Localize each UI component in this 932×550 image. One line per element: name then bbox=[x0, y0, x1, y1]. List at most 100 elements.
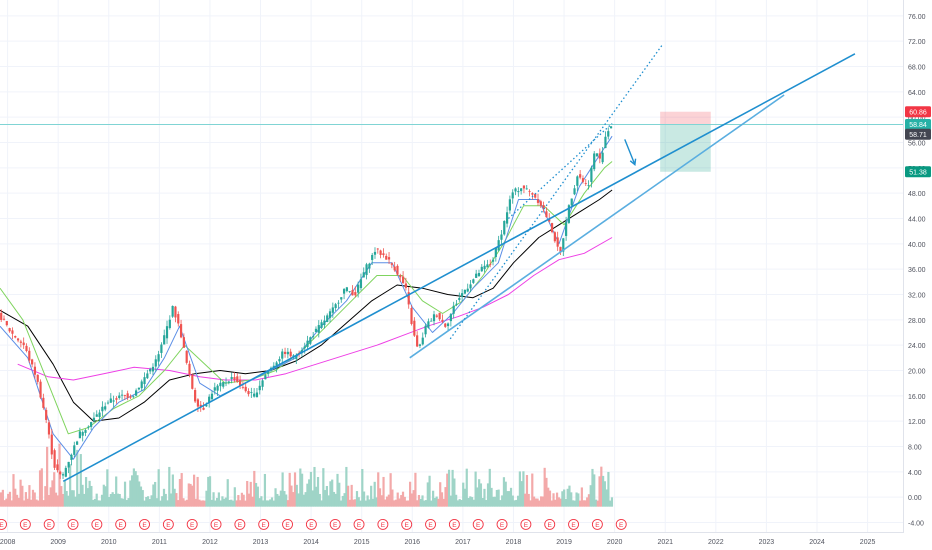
volume-bar bbox=[169, 493, 173, 507]
x-tick-label: 2019 bbox=[556, 539, 572, 546]
volume-bar bbox=[380, 495, 383, 507]
volume-bar bbox=[136, 475, 139, 507]
price-label-box bbox=[905, 128, 931, 140]
volume-bar bbox=[17, 497, 20, 507]
volume-bar bbox=[412, 490, 415, 507]
volume-bar bbox=[208, 476, 212, 507]
x-tick-label: 2020 bbox=[607, 539, 623, 546]
volume-bar bbox=[258, 498, 261, 507]
candle-body bbox=[379, 250, 382, 255]
candle-body bbox=[424, 325, 427, 335]
volume-bar bbox=[182, 498, 185, 507]
volume-bar bbox=[184, 500, 187, 507]
earnings-event-label: E bbox=[71, 522, 76, 529]
volume-bar bbox=[534, 498, 537, 507]
trendline bbox=[507, 123, 613, 219]
candle-body bbox=[216, 385, 219, 391]
volume-bar bbox=[35, 499, 38, 507]
time-axis[interactable]: 2008 2009 2010 2011 2012 2013 2014 2015 2016 2017… bbox=[0, 539, 875, 546]
candle-body bbox=[438, 312, 441, 320]
volume-bar bbox=[456, 500, 460, 507]
volume-bar bbox=[525, 474, 529, 507]
y-tick-label: 12.00 bbox=[908, 419, 926, 426]
volume-bar bbox=[320, 500, 323, 507]
volume-bar bbox=[109, 494, 112, 507]
volume-bar bbox=[440, 492, 444, 507]
volume-bar bbox=[417, 494, 421, 507]
candle-body bbox=[517, 191, 520, 193]
earnings-event-marker bbox=[67, 518, 79, 530]
volume-bar bbox=[366, 495, 369, 507]
candle-body bbox=[528, 191, 531, 192]
candle-body bbox=[104, 406, 107, 410]
candle-body bbox=[559, 246, 562, 253]
volume-bar bbox=[350, 484, 353, 507]
candle-body bbox=[413, 320, 416, 336]
candle-body bbox=[28, 350, 31, 361]
earnings-event-label: E bbox=[0, 522, 4, 529]
candle-body bbox=[168, 319, 171, 329]
volume-bar bbox=[8, 491, 12, 507]
candle-body bbox=[385, 255, 388, 260]
volume-bar bbox=[609, 500, 612, 507]
volume-bar bbox=[157, 469, 160, 507]
x-tick-label: 2024 bbox=[809, 539, 825, 546]
position-box[interactable] bbox=[660, 111, 711, 172]
candle-body bbox=[505, 212, 509, 224]
volume-bar bbox=[139, 486, 143, 507]
candle-body bbox=[401, 276, 405, 284]
candle-body bbox=[126, 393, 129, 398]
annotation-arrow[interactable] bbox=[624, 139, 637, 167]
moving-average-line bbox=[0, 161, 613, 435]
volume-bar bbox=[324, 490, 327, 507]
volume-bar bbox=[490, 487, 493, 507]
y-tick-label: 32.00 bbox=[908, 293, 926, 300]
volume-bar bbox=[247, 493, 251, 507]
volume-bar bbox=[46, 446, 49, 507]
candle-body bbox=[11, 330, 14, 334]
candle-body bbox=[365, 264, 368, 276]
volume-bar bbox=[414, 472, 417, 507]
candle-body bbox=[345, 287, 348, 292]
earnings-event-label: E bbox=[452, 522, 457, 529]
volume-bar bbox=[455, 494, 458, 507]
earnings-event-label: E bbox=[476, 522, 481, 529]
candle-body bbox=[25, 345, 28, 351]
candle-body bbox=[320, 322, 323, 328]
volume-bar bbox=[141, 490, 144, 507]
volume-bar bbox=[223, 498, 226, 507]
earnings-event-marker bbox=[591, 518, 603, 530]
volume-bar bbox=[600, 466, 603, 507]
volume-bar bbox=[207, 476, 210, 507]
volume-bar bbox=[316, 476, 320, 507]
volume-bar bbox=[511, 495, 514, 507]
x-tick-label: 2022 bbox=[708, 539, 724, 546]
y-tick-label: 48.00 bbox=[908, 191, 926, 198]
earnings-event-marker bbox=[401, 518, 413, 530]
volume-bar bbox=[357, 497, 360, 507]
candle-body bbox=[421, 337, 424, 345]
volume-bar bbox=[228, 499, 231, 507]
volume-bar bbox=[405, 500, 408, 507]
volume-bar bbox=[192, 474, 196, 507]
candle-body bbox=[247, 391, 250, 395]
volume-bar bbox=[506, 491, 509, 507]
volume-bar bbox=[40, 468, 43, 507]
volume-bar bbox=[584, 500, 587, 507]
candle-body bbox=[542, 205, 545, 209]
candle-body bbox=[0, 312, 3, 320]
trendlines[interactable] bbox=[62, 43, 856, 483]
candle-body bbox=[472, 279, 475, 283]
candle-body bbox=[326, 315, 329, 323]
candle-body bbox=[565, 222, 568, 236]
volume-bar bbox=[563, 489, 566, 507]
volume-bar bbox=[531, 473, 534, 507]
candle-body bbox=[109, 398, 112, 403]
x-tick-label: 2023 bbox=[759, 539, 775, 546]
earnings-event-label: E bbox=[309, 522, 314, 529]
candle-body bbox=[45, 410, 48, 420]
volume-bar bbox=[205, 490, 208, 507]
candle-body bbox=[503, 220, 506, 235]
